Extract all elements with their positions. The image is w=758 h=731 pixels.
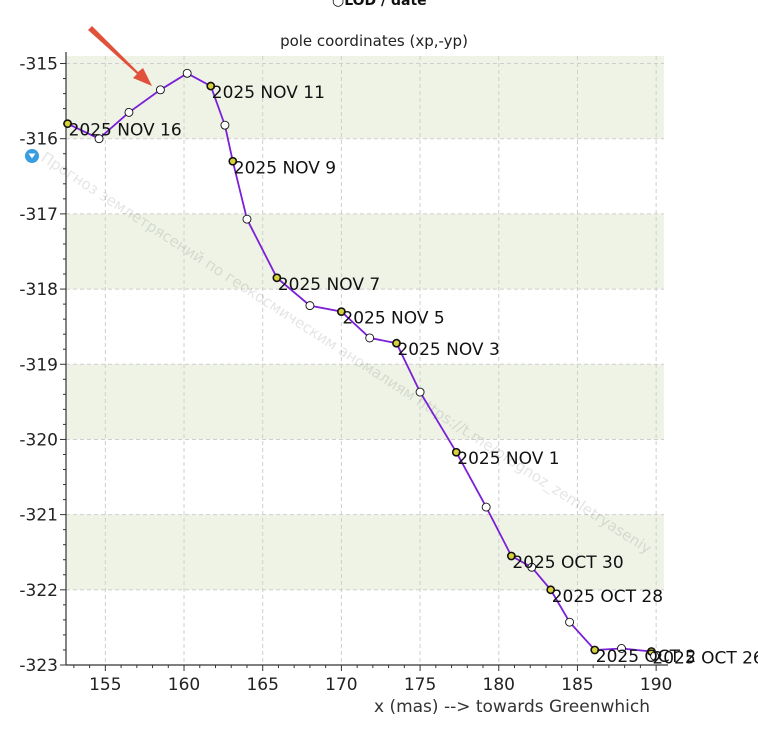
- axes: [60, 52, 668, 671]
- data-point: [242, 214, 252, 224]
- y-tick-label: -322: [19, 581, 58, 601]
- x-tick-label: 185: [561, 675, 593, 695]
- data-point: [527, 562, 537, 572]
- data-point: [650, 651, 660, 661]
- date-label: 2025 OCT 30: [512, 553, 623, 573]
- data-point: [182, 68, 192, 78]
- data-point: [565, 617, 575, 627]
- date-label: 2025 NOV 3: [397, 340, 499, 360]
- data-point: [617, 644, 626, 653]
- y-tick-label: -317: [19, 205, 58, 225]
- data-point-dated: [506, 551, 516, 561]
- tick-labels: 155 160 165 170 175 180 185 190 -315 -316 -317 -318…: [19, 55, 672, 695]
- data-point-dated: [272, 273, 282, 283]
- data-point: [305, 301, 315, 311]
- data-point-dated: [392, 338, 401, 348]
- x-axis-label: x (mas) --> towards Greenwhich: [374, 697, 650, 717]
- background-band: [66, 213, 664, 290]
- data-point: [155, 85, 165, 95]
- date-label: 2025 NOV 16: [69, 121, 182, 141]
- background-band-top: [66, 56, 664, 64]
- y-tick-label: -321: [19, 506, 58, 526]
- data-point: [415, 387, 425, 397]
- date-label: 2025 OCT 28: [552, 587, 663, 607]
- y-tick-label: -323: [19, 656, 58, 676]
- date-label: 2025 NOV 7: [278, 275, 380, 295]
- x-tick-label: 170: [325, 675, 357, 695]
- x-tick-label: 180: [483, 675, 515, 695]
- data-point-dated: [206, 81, 216, 91]
- data-point-dated: [63, 119, 72, 129]
- data-point: [94, 134, 104, 144]
- date-label: 2025 NOV 5: [342, 309, 444, 329]
- date-labels: 2025 NOV 16 2025 NOV 11 2025 NOV 9 2025 NOV…: [69, 83, 758, 668]
- y-tick-label: -318: [19, 280, 58, 300]
- date-label: 2025 OCT 2: [596, 647, 697, 667]
- data-point-dated: [336, 307, 346, 317]
- background-band: [66, 514, 664, 590]
- y-tick-label: -319: [19, 355, 58, 375]
- data-markers: [63, 68, 660, 661]
- x-tick-label: 155: [89, 675, 121, 695]
- date-label: 2025 NOV 11: [212, 83, 325, 103]
- background-band: [66, 364, 664, 440]
- data-point: [481, 502, 491, 512]
- data-point-dated: [228, 156, 238, 166]
- filter-badge-icon[interactable]: [25, 149, 39, 163]
- date-label: 2025 NOV 9: [234, 158, 336, 178]
- plot-background: [66, 56, 664, 665]
- y-tick-label: -320: [19, 430, 58, 450]
- date-label: 2025 NOV 1: [457, 449, 559, 469]
- x-tick-label: 190: [640, 675, 672, 695]
- data-point-dated: [590, 645, 600, 655]
- top-partial-label: ○LOD / date: [332, 0, 427, 9]
- data-point: [124, 107, 134, 117]
- x-tick-label: 165: [246, 675, 278, 695]
- x-tick-label: 160: [168, 675, 200, 695]
- data-point: [220, 120, 230, 130]
- pointer-arrow: [88, 26, 152, 86]
- y-tick-label: -315: [19, 55, 58, 75]
- data-point-dated: [546, 585, 556, 595]
- x-tick-label: 175: [404, 675, 436, 695]
- data-point-dated: [451, 447, 461, 457]
- y-tick-label: -316: [19, 130, 58, 150]
- date-label: 2025 OCT 26: [652, 648, 758, 668]
- chart-title: pole coordinates (xp,-yp): [280, 32, 468, 50]
- background-band: [66, 63, 664, 139]
- data-point: [365, 333, 375, 343]
